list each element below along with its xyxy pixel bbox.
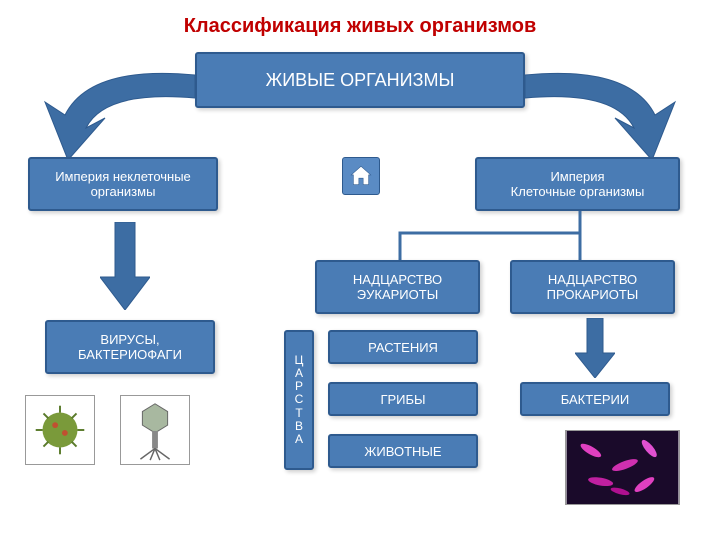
- title-text: Классификация живых организмов: [184, 15, 537, 37]
- diagram-title: Классификация живых организмов: [0, 15, 720, 38]
- node-prokaryota: НАДЦАРСТВО ПРОКАРИОТЫ: [510, 260, 675, 314]
- house-icon: [348, 163, 374, 189]
- image-phage: [120, 395, 190, 465]
- node-bacteria: БАКТЕРИИ: [520, 382, 670, 416]
- node-root: ЖИВЫЕ ОРГАНИЗМЫ: [195, 52, 525, 108]
- arrow-down-prokaryota: [575, 318, 615, 378]
- node-fungi: ГРИБЫ: [328, 382, 478, 416]
- node-eukaryota: НАДЦАРСТВО ЭУКАРИОТЫ: [315, 260, 480, 314]
- node-cellular: ИмперияКлеточные организмы: [475, 157, 680, 211]
- home-icon[interactable]: [342, 157, 380, 195]
- image-bacteria: [565, 430, 680, 505]
- node-plants: РАСТЕНИЯ: [328, 330, 478, 364]
- node-viruses: ВИРУСЫ, БАКТЕРИОФАГИ: [45, 320, 215, 374]
- branch-cellular: [390, 211, 600, 261]
- arrow-right: [510, 60, 690, 165]
- node-kingdoms-label: ЦАРСТВА: [284, 330, 314, 470]
- image-virus: [25, 395, 95, 465]
- arrow-down-left: [100, 222, 150, 310]
- node-noncellular: Империя неклеточные организмы: [28, 157, 218, 211]
- arrow-left: [30, 60, 210, 165]
- node-animals: ЖИВОТНЫЕ: [328, 434, 478, 468]
